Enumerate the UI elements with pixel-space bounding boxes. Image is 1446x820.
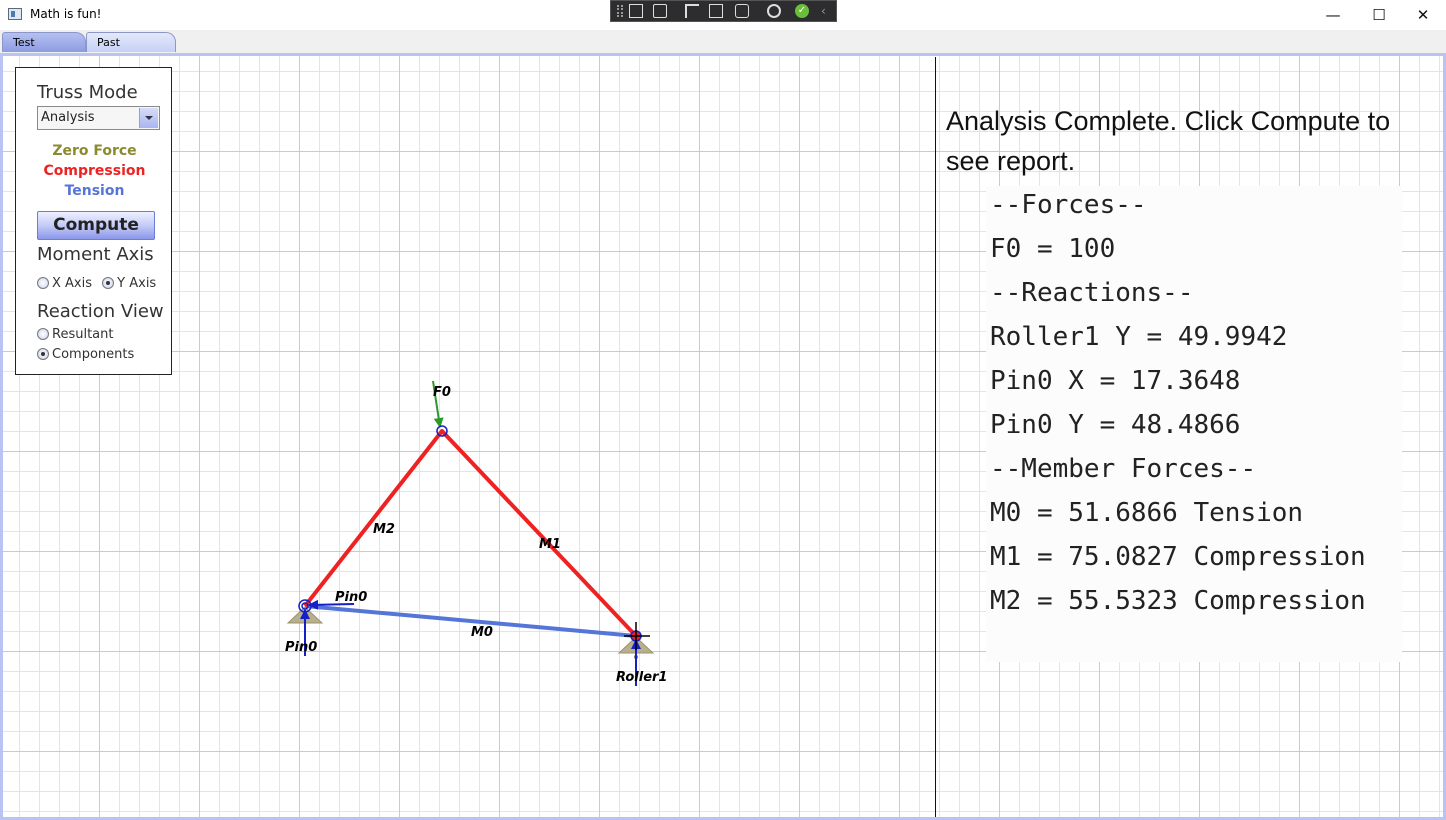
node-pin[interactable] [298, 599, 312, 613]
report-line: M1 = 75.0827 Compression [990, 542, 1366, 572]
report-line: Pin0 Y = 48.4866 [990, 410, 1241, 440]
label-m0: M0 [471, 625, 493, 640]
member-m0[interactable] [304, 604, 637, 638]
label-roller1: Roller1 [616, 670, 667, 685]
label-m2: M2 [373, 522, 395, 537]
member-m2[interactable] [303, 429, 444, 608]
chevron-down-icon[interactable] [139, 108, 158, 128]
label-pin0-reaction: Pin0 [335, 590, 367, 605]
compute-button[interactable]: Compute [37, 211, 155, 240]
minimize-button[interactable]: — [1325, 6, 1341, 24]
truss-mode-dropdown[interactable]: Analysis [37, 106, 160, 130]
label-f0: F0 [433, 385, 451, 400]
node-top[interactable] [436, 425, 448, 437]
report-line: F0 = 100 [990, 234, 1116, 264]
reaction-view-components-option[interactable]: Components [37, 347, 134, 363]
y-axis-label: Y Axis [117, 276, 157, 291]
moment-axis-x-option[interactable]: X Axis Y Axis [37, 276, 156, 292]
close-button[interactable]: ✕ [1416, 6, 1430, 24]
resultant-label: Resultant [52, 327, 114, 342]
label-pin0: Pin0 [285, 640, 317, 655]
reaction-view-resultant-option[interactable]: Resultant [37, 327, 113, 343]
x-axis-label: X Axis [52, 276, 93, 291]
hot-reload-icon[interactable] [767, 4, 781, 18]
debug-toolbar: ✓ ‹ [610, 0, 837, 22]
member-m1[interactable] [440, 429, 638, 638]
app-window-icon [8, 8, 22, 20]
report-panel: --Forces-- F0 = 100 --Reactions-- Roller… [986, 186, 1402, 662]
toolbar-grip-icon[interactable] [617, 5, 623, 17]
radio-resultant[interactable] [37, 328, 49, 340]
pin-reaction-x-arrow [308, 599, 355, 610]
load-f0-arrow [432, 380, 444, 428]
report-line: Pin0 X = 17.3648 [990, 366, 1241, 396]
select-element-icon[interactable] [629, 4, 643, 18]
analysis-status: Analysis Complete. Click Compute to see … [946, 106, 1391, 176]
truss-diagram[interactable]: F0 M2 M1 M0 Pin0 Pin0 Roller1 [0, 0, 935, 820]
reaction-view-label: Reaction View [37, 301, 164, 322]
legend-zero-force: Zero Force [52, 143, 137, 159]
components-label: Components [52, 347, 135, 362]
track-focus-icon[interactable] [735, 4, 749, 18]
collapse-chevron-icon[interactable]: ‹ [821, 4, 826, 18]
legend-compression: Compression [43, 163, 146, 179]
legend-tension: Tension [64, 183, 125, 199]
select-pointer-icon[interactable] [685, 4, 699, 18]
truss-mode-label: Truss Mode [37, 82, 138, 103]
report-line: M0 = 51.6866 Tension [990, 498, 1304, 528]
tab-strip: Test Canvas Past Projects [0, 30, 1446, 69]
check-icon[interactable]: ✓ [795, 4, 809, 18]
radio-y-axis[interactable] [102, 277, 115, 289]
node-top-center [440, 429, 444, 433]
window-title: Math is fun! [30, 7, 102, 21]
truss-mode-value: Analysis [41, 110, 95, 125]
report-line: --Reactions-- [990, 278, 1194, 308]
radio-x-axis[interactable] [37, 277, 49, 289]
report-line: --Member Forces-- [990, 454, 1257, 484]
panel-divider [935, 57, 936, 817]
report-line: --Forces-- [990, 190, 1147, 220]
report-line: M2 = 55.5323 Compression [990, 586, 1366, 616]
node-pin-inner [301, 602, 309, 610]
control-panel: Truss Mode Analysis Zero Force Compressi… [15, 67, 172, 375]
record-icon[interactable] [653, 4, 667, 18]
label-m1: M1 [539, 537, 561, 552]
radio-components[interactable] [37, 348, 49, 360]
report-line: Roller1 Y = 49.9942 [990, 322, 1288, 352]
layout-adorner-icon[interactable] [709, 4, 723, 18]
moment-axis-label: Moment Axis [37, 244, 154, 265]
maximize-button[interactable]: ☐ [1372, 6, 1386, 24]
